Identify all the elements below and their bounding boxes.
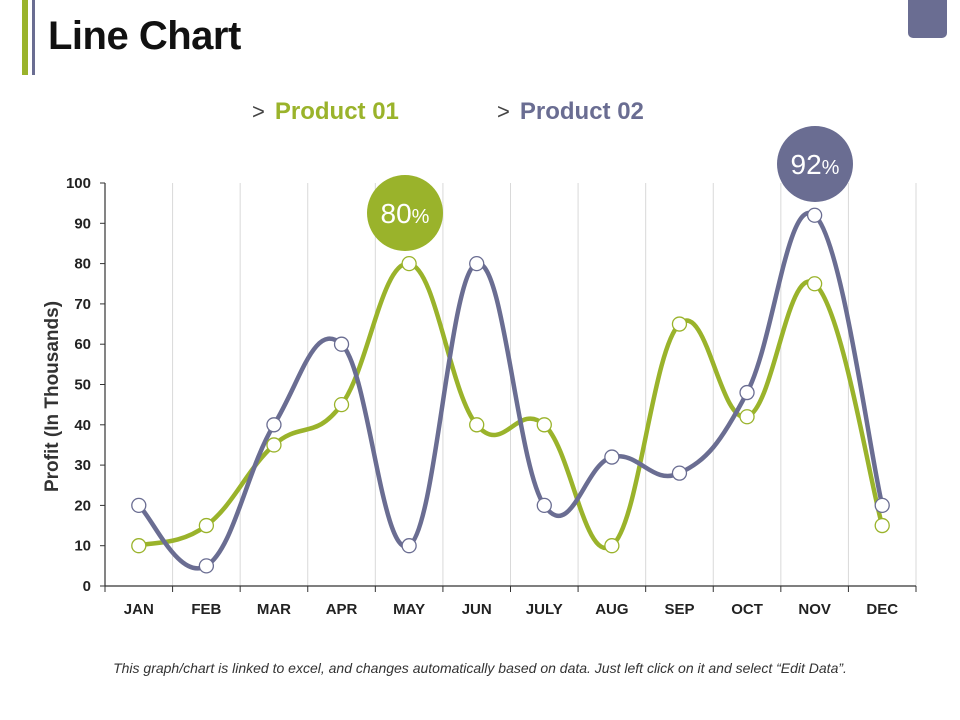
y-tick-label: 0: [83, 578, 91, 595]
annotation-label: 80%: [381, 198, 430, 229]
page-title: Line Chart: [48, 14, 241, 58]
x-tick-label: NOV: [798, 601, 831, 618]
data-point: [604, 449, 620, 465]
data-point: [739, 384, 755, 401]
data-point: [266, 437, 282, 453]
x-tick-label: APR: [326, 601, 358, 618]
annotation-value: 80: [381, 198, 412, 229]
x-tick-label: JUN: [462, 601, 492, 618]
series-line: [136, 210, 885, 571]
annotation-unit: %: [822, 157, 840, 179]
series-2-markers: [131, 207, 890, 574]
data-point: [333, 336, 350, 352]
data-point: [198, 558, 215, 574]
legend-label-product-02: Product 02: [519, 98, 644, 125]
legend-product-02: > Product 02: [497, 98, 644, 126]
data-point: [333, 396, 350, 413]
data-point: [131, 497, 147, 514]
y-axis-title: Profit (In Thousands): [42, 301, 63, 492]
x-tick-label: MAR: [257, 601, 291, 618]
chevron-right-icon: >: [252, 99, 265, 124]
legend-product-01: > Product 01: [252, 98, 399, 126]
x-tick-label: FEB: [191, 601, 221, 618]
x-tick-label: OCT: [731, 601, 763, 618]
data-point: [604, 538, 620, 554]
data-point: [739, 409, 755, 425]
y-tick-label: 30: [74, 457, 91, 474]
data-point: [874, 497, 890, 514]
y-tick-label: 10: [74, 538, 91, 555]
corner-decoration: [908, 0, 947, 38]
data-point: [806, 276, 823, 292]
x-tick-label: DEC: [866, 601, 898, 618]
data-point: [536, 417, 552, 433]
annotation-unit: %: [412, 206, 430, 228]
data-point: [401, 538, 417, 554]
data-point: [536, 497, 552, 514]
series-1-markers: [131, 255, 890, 554]
annotation-value: 92: [791, 149, 822, 180]
y-tick-label: 40: [74, 417, 91, 434]
footnote: This graph/chart is linked to excel, and…: [113, 660, 847, 676]
y-tick-label: 80: [74, 256, 91, 273]
x-tick-label: MAY: [393, 601, 425, 618]
data-point: [469, 255, 485, 272]
title-accent-bar-purple: [32, 0, 35, 75]
data-point: [198, 517, 215, 534]
series-2: [136, 210, 885, 571]
x-tick-label: SEP: [664, 601, 694, 618]
y-tick-label: 50: [74, 377, 91, 394]
annotation-bubble: [777, 126, 853, 202]
data-point: [806, 207, 823, 223]
legend-label-product-01: Product 01: [274, 98, 399, 125]
data-point: [671, 316, 688, 332]
chevron-right-icon: >: [497, 99, 510, 124]
y-tick-label: 100: [66, 175, 91, 192]
annotation-label: 92%: [791, 149, 840, 180]
x-tick-label: AUG: [595, 601, 628, 618]
data-point: [469, 417, 485, 433]
y-tick-label: 60: [74, 336, 91, 353]
y-tick-label: 90: [74, 215, 91, 232]
x-tick-label: JAN: [124, 601, 154, 618]
data-point: [266, 417, 282, 433]
data-point: [131, 538, 147, 554]
x-tick-label: JULY: [526, 601, 563, 618]
data-point: [671, 465, 688, 481]
data-point: [874, 517, 890, 534]
annotation-bubble: [367, 175, 443, 251]
y-tick-label: 70: [74, 296, 91, 313]
title-accent-bar-green: [22, 0, 28, 75]
y-tick-label: 20: [74, 497, 91, 514]
data-point: [401, 255, 417, 272]
